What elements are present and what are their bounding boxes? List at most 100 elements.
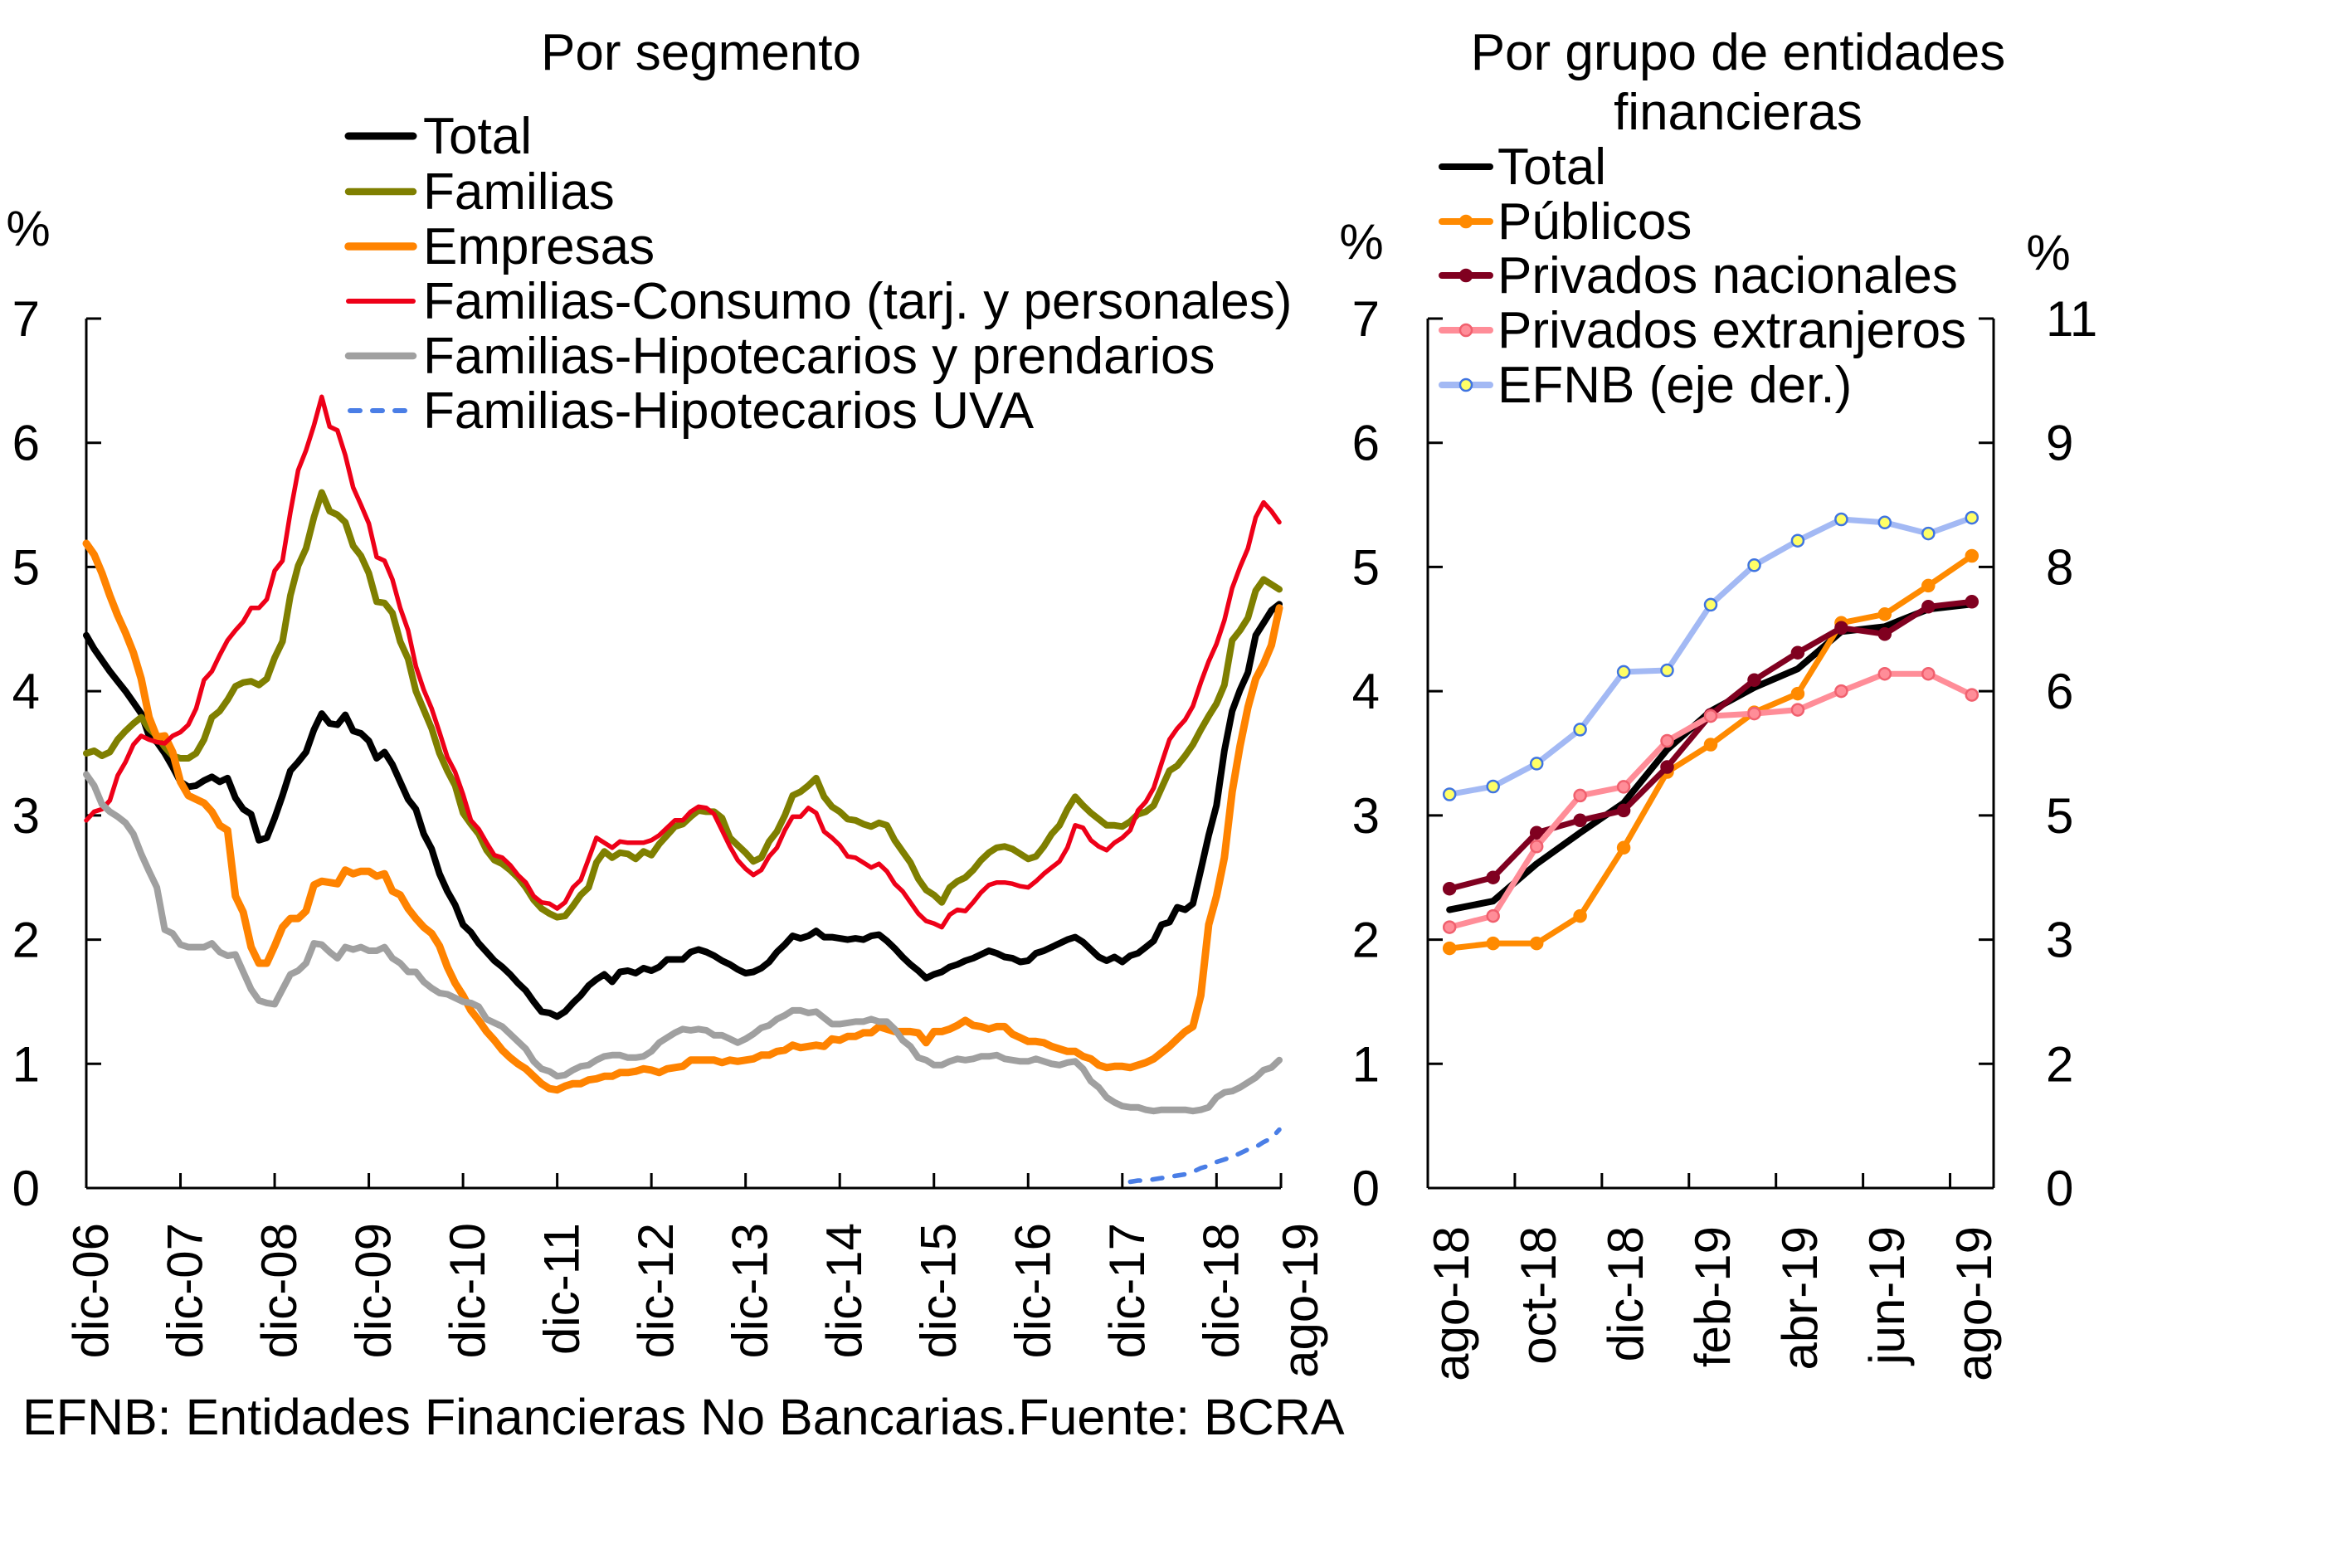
right-chart-x-tick-label: dic-18 [1598, 1226, 1653, 1361]
left-series-lines [82, 394, 1283, 1185]
marker-privados-extranjeros [1573, 788, 1587, 803]
right-series-lines [1442, 510, 1979, 956]
left-y-tick-label: 1 [12, 1036, 40, 1092]
marker-publicos [1921, 578, 1936, 593]
marker-privados-nacionales [1747, 673, 1761, 687]
legend-label-publicos: Públicos [1497, 193, 1692, 251]
right-chart-panel: Por grupo de entidades financieras % % T… [1339, 24, 2097, 1381]
right-chart-right-unit-label: % [2026, 225, 2070, 280]
right-chart-right-y-tick-label: 5 [2046, 788, 2073, 844]
left-y-tick-labels: 0 1 2 3 4 5 6 7 [12, 291, 40, 1216]
left-y-tick-label: 6 [12, 416, 40, 471]
marker-efnb-eje-der [1442, 787, 1457, 801]
series-line-familias-hipotecarios-uva [1127, 1127, 1282, 1185]
legend-item-familias: Familias [344, 163, 615, 221]
legend-label-familias-consumo: Familias-Consumo (tarj. y personales) [423, 273, 1292, 330]
left-legend: Total Familias Empresas Familias-Consumo… [344, 108, 1292, 440]
series-line-publicos [1446, 553, 1975, 952]
marker-privados-nacionales [1790, 645, 1805, 660]
left-x-tick-label: dic-06 [63, 1223, 119, 1358]
marker-privados-nacionales [1573, 813, 1587, 828]
marker-efnb-eje-der [1573, 723, 1587, 737]
left-x-tick-label: ago-19 [1273, 1223, 1328, 1378]
marker-privados-extranjeros [1486, 908, 1500, 923]
left-x-tick-label: dic-12 [628, 1223, 684, 1358]
marker-privados-nacionales [1921, 600, 1936, 614]
right-chart-left-unit-label: % [1339, 214, 1383, 270]
marker-privados-extranjeros [1442, 920, 1457, 934]
marker-efnb-eje-der [1660, 663, 1674, 678]
left-x-tick-label: dic-14 [816, 1223, 872, 1358]
markers-efnb [1442, 510, 1979, 801]
right-chart-x-tick-label: ago-19 [1946, 1226, 2002, 1381]
series-line-empresas [82, 539, 1283, 1094]
right-chart-right-y-tick-label: 9 [2046, 416, 2073, 471]
marker-publicos [1965, 548, 1979, 563]
marker-privados-extranjeros [1660, 733, 1674, 748]
marker-publicos [1442, 941, 1457, 956]
series-line-total [83, 601, 1283, 1020]
marker-publicos [1877, 607, 1892, 621]
right-chart-right-y-tick-label: 3 [2046, 913, 2073, 968]
legend-item-familias-consumo: Familias-Consumo (tarj. y personales) [346, 273, 1292, 330]
marker-publicos [1616, 840, 1631, 855]
marker-privados-extranjeros [1616, 780, 1631, 794]
legend-marker-privados-nacionales [1458, 268, 1473, 283]
marker-privados-extranjeros [1921, 666, 1936, 681]
right-chart-left-y-tick-label: 1 [1352, 1036, 1380, 1092]
marker-privados-extranjeros [1834, 684, 1848, 699]
marker-efnb-eje-der [1921, 526, 1936, 541]
right-chart-right-y-tick-label: 8 [2046, 539, 2073, 595]
left-x-tick-label: dic-18 [1193, 1223, 1249, 1358]
left-y-tick-label: 7 [12, 291, 40, 347]
legend-label-empresas: Empresas [423, 218, 655, 275]
right-chart-title-line-1: Por grupo de entidades [1471, 24, 2006, 81]
left-chart-title: Por segmento [541, 24, 861, 81]
marker-efnb-eje-der [1790, 533, 1805, 548]
marker-publicos [1529, 936, 1544, 951]
right-chart-x-tick-label: oct-18 [1511, 1226, 1566, 1365]
legend-marker-publicos [1458, 214, 1473, 229]
left-y-tick-label: 2 [12, 913, 40, 968]
marker-privados-extranjeros [1747, 706, 1761, 721]
right-chart-left-y-tick-label: 3 [1352, 788, 1380, 844]
left-y-tick-label: 0 [12, 1161, 40, 1216]
left-y-tick-label: 3 [12, 788, 40, 844]
left-x-tick-label: dic-08 [251, 1223, 307, 1358]
left-y-unit-label: % [6, 201, 50, 256]
left-x-tick-label: dic-16 [1005, 1223, 1060, 1358]
series-line-familias [83, 489, 1283, 921]
right-chart-x-tick-label: feb-19 [1685, 1226, 1741, 1367]
marker-privados-extranjeros [1790, 703, 1805, 717]
marker-publicos [1703, 738, 1718, 752]
right-chart-right-y-tick-label: 2 [2046, 1036, 2073, 1092]
series-line-efnb [1446, 514, 1975, 797]
marker-efnb-eje-der [1965, 510, 1979, 525]
legend-item-familias-hipotecarios-prendarios: Familias-Hipotecarios y prendarios [344, 328, 1215, 385]
right-chart-x-tick-label: ago-18 [1424, 1226, 1479, 1381]
legend-label-familias: Familias [423, 163, 615, 221]
right-chart-right-y-tick-label: 11 [2046, 291, 2097, 347]
marker-privados-nacionales [1529, 825, 1544, 840]
left-x-tick-label: dic-10 [440, 1223, 495, 1358]
left-y-tick-label: 5 [12, 539, 40, 595]
marker-privados-nacionales [1616, 803, 1631, 818]
marker-privados-nacionales [1877, 627, 1892, 641]
legend-label-privados-nacionales: Privados nacionales [1497, 247, 1958, 304]
right-chart-left-y-tick-labels: 0 1 2 3 4 5 6 7 [1352, 291, 1380, 1216]
marker-privados-nacionales [1834, 621, 1848, 635]
right-chart-right-y-tick-labels: 0 2 3 5 6 8 9 11 [2046, 291, 2097, 1216]
left-x-tick-label: dic-13 [723, 1223, 778, 1358]
left-x-tick-label: dic-17 [1099, 1223, 1155, 1358]
marker-privados-extranjeros [1965, 688, 1979, 702]
right-chart-left-y-tick-label: 7 [1352, 291, 1380, 347]
right-chart-title-line-2: financieras [1614, 84, 1863, 141]
left-x-tick-label: dic-09 [346, 1223, 402, 1358]
right-chart-x-tick-labels: ago-18 oct-18 dic-18 feb-19 abr-19 jun-19 ago-… [1424, 1226, 2002, 1381]
left-x-tick-labels: dic-06 dic-07 dic-08 dic-09 dic-10 dic-11 dic-… [63, 1223, 1328, 1378]
marker-efnb-eje-der [1616, 665, 1631, 679]
left-chart-panel: Por segmento % Total Familias Empresas F… [6, 24, 1328, 1378]
left-tick-marks [86, 317, 1283, 1190]
left-x-tick-label: dic-07 [158, 1223, 213, 1358]
